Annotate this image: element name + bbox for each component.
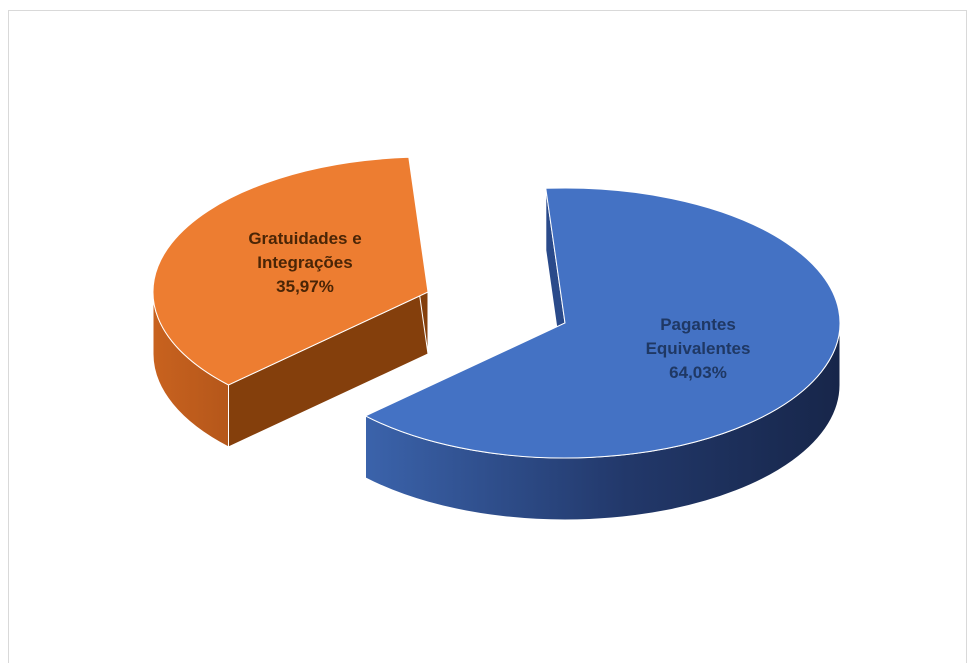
slice-top-face bbox=[152, 156, 429, 386]
category-label: Integrações bbox=[257, 253, 352, 272]
value-label: 35,97% bbox=[276, 277, 334, 296]
pie-slice-pagantes-equivalentes bbox=[364, 187, 841, 521]
category-label: Pagantes bbox=[660, 315, 736, 334]
category-label: Gratuidades e bbox=[248, 229, 361, 248]
data-label-gratuidades-e-integra-es: Gratuidades e Integrações 35,97% bbox=[248, 229, 361, 296]
value-label: 64,03% bbox=[669, 363, 727, 382]
pie-slice-gratuidades-e-integra-es bbox=[152, 156, 429, 448]
data-label-pagantes-equivalentes: Pagantes Equivalentes 64,03% bbox=[646, 315, 751, 382]
category-label: Equivalentes bbox=[646, 339, 751, 358]
slice-top-face bbox=[364, 187, 841, 459]
